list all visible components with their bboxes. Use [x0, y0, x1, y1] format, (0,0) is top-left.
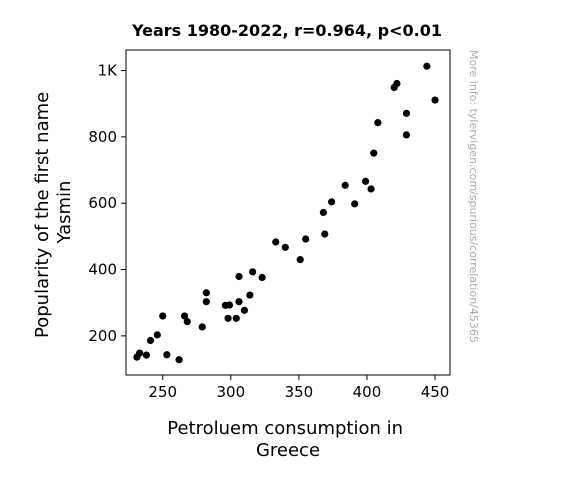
y-tick-label: 800 — [88, 128, 117, 146]
data-point — [240, 306, 249, 314]
data-point — [183, 318, 191, 326]
y-axis-label-line-1: Popularity of the first name — [32, 92, 53, 338]
x-tick-label: 450 — [421, 383, 450, 401]
data-point — [374, 119, 382, 127]
y-tick-label: 600 — [88, 194, 117, 212]
data-point — [361, 177, 370, 185]
data-point — [321, 230, 329, 238]
data-point — [146, 336, 155, 345]
x-axis-ticks: 250 300 350 400 450 — [148, 375, 449, 401]
data-point — [402, 131, 411, 139]
data-point — [180, 312, 189, 320]
data-point — [198, 323, 206, 331]
plot-frame — [125, 49, 451, 376]
data-point — [423, 62, 431, 70]
x-tick-label: 300 — [217, 383, 246, 401]
y-axis-label: Popularity of the first name Yasmin — [32, 86, 75, 338]
data-point — [235, 298, 243, 306]
data-point — [367, 185, 375, 193]
x-axis-label: Petroluem consumption in Greece — [167, 418, 409, 461]
x-axis-label-line-2: Greece — [256, 440, 320, 461]
data-point — [402, 109, 411, 117]
y-tick-label: 1K — [98, 62, 119, 80]
data-point — [136, 349, 144, 357]
data-point — [225, 301, 234, 309]
data-point — [142, 351, 151, 359]
y-tick-label: 400 — [88, 261, 117, 279]
data-point — [281, 243, 289, 251]
data-point — [341, 181, 349, 189]
data-point — [232, 314, 240, 322]
data-points — [133, 62, 439, 364]
data-point — [327, 198, 336, 206]
data-point — [258, 273, 266, 282]
x-tick-label: 400 — [353, 383, 382, 401]
data-point — [202, 298, 210, 306]
plot-area: 250 300 350 400 450 200 400 600 800 1K — [88, 49, 451, 401]
y-tick-label: 200 — [88, 327, 117, 345]
data-point — [249, 268, 257, 276]
data-point — [370, 149, 378, 157]
data-point — [302, 235, 310, 243]
data-point — [163, 351, 171, 359]
x-tick-label: 250 — [148, 383, 177, 401]
data-point — [224, 314, 232, 322]
data-point — [296, 255, 304, 264]
y-axis-label-line-2: Yasmin — [54, 181, 75, 245]
data-point — [351, 200, 359, 208]
data-point — [202, 289, 210, 297]
data-point — [393, 79, 401, 88]
data-point — [175, 356, 183, 364]
data-point — [159, 312, 167, 320]
y-axis-ticks: 200 400 600 800 1K — [88, 62, 126, 345]
source-credit: More info: tylervigen.com/spurious/corre… — [467, 50, 480, 343]
x-axis-label-line-1: Petroluem consumption in — [167, 418, 403, 439]
data-point — [246, 291, 254, 299]
data-point — [319, 208, 327, 217]
data-point — [431, 96, 439, 104]
data-point — [153, 331, 161, 339]
data-point — [272, 238, 280, 246]
data-point — [235, 272, 243, 281]
x-tick-label: 350 — [285, 383, 314, 401]
chart-title: Years 1980-2022, r=0.964, p<0.01 — [131, 21, 442, 40]
